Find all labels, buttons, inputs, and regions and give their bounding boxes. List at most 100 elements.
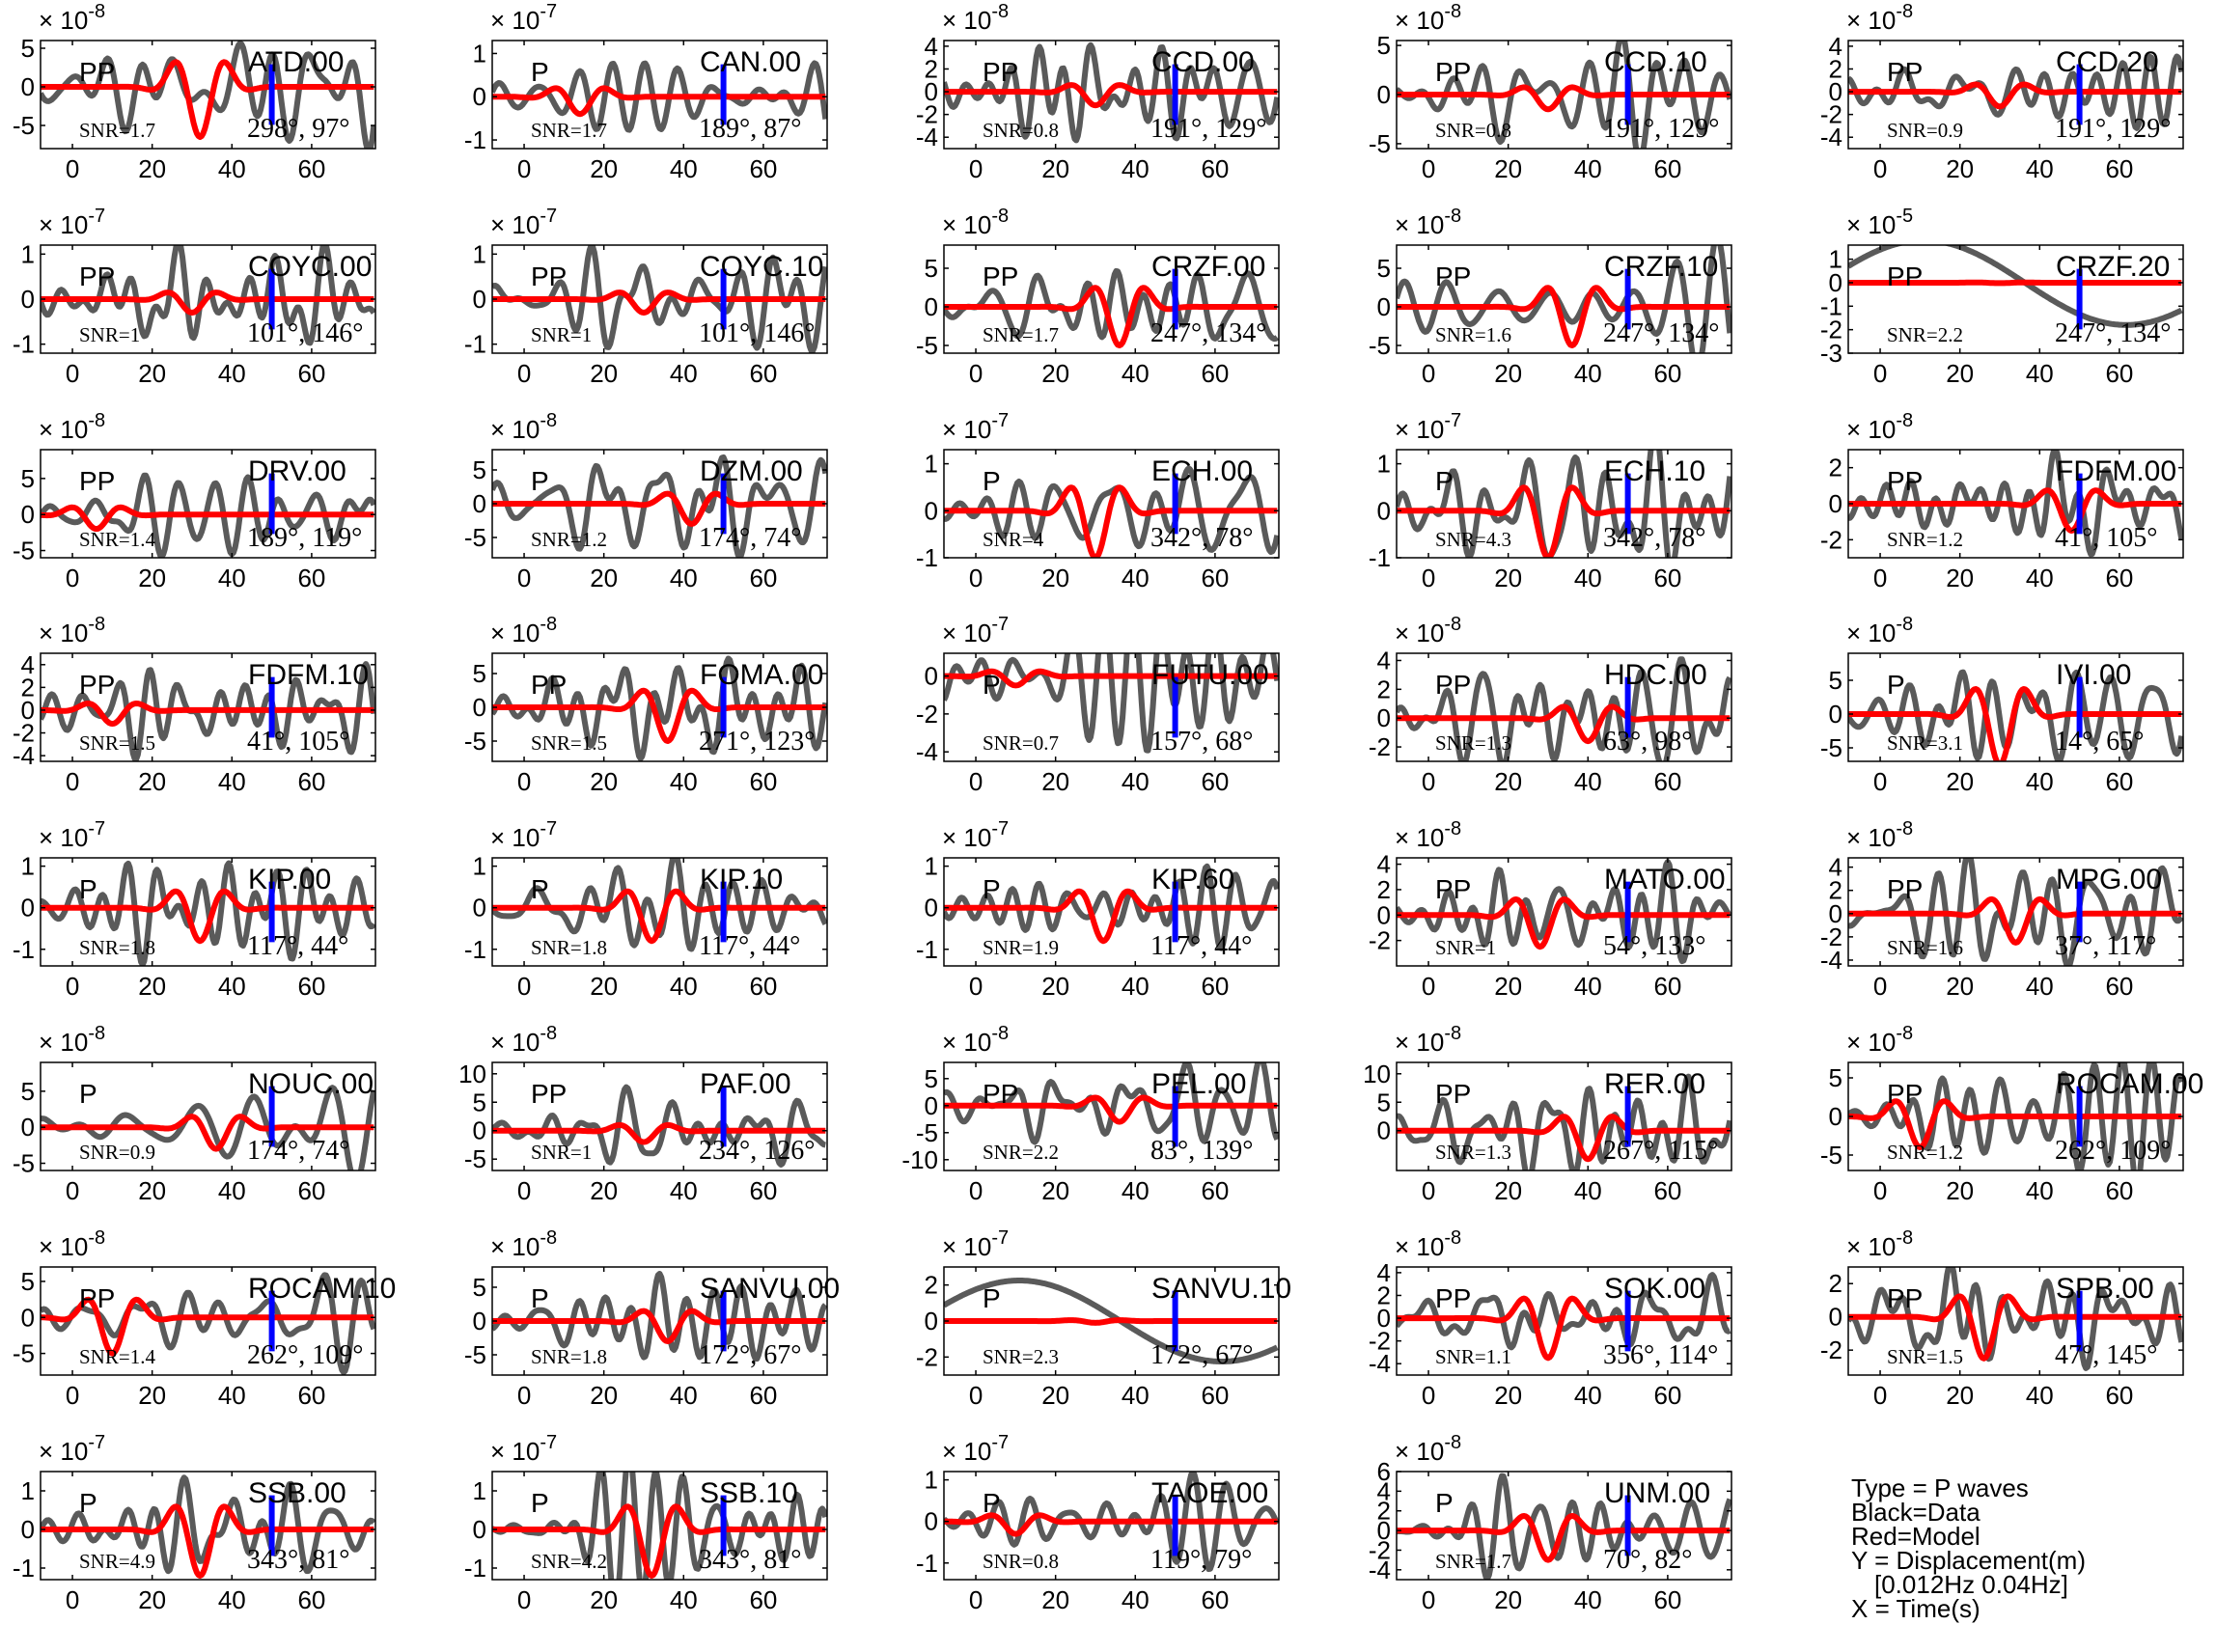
exponent-label: × 10-7 bbox=[39, 818, 105, 852]
angles-label: 342°, 78° bbox=[1150, 523, 1253, 553]
x-tick-label: 20 bbox=[590, 1585, 618, 1614]
model-trace bbox=[1848, 895, 2183, 946]
y-tick-label: 0 bbox=[21, 894, 35, 922]
axes-box bbox=[1847, 857, 2184, 967]
y-tick-label: -1 bbox=[464, 330, 486, 359]
y-tick-label: 0 bbox=[925, 662, 938, 691]
x-tick-label: 40 bbox=[1574, 154, 1602, 183]
station-label: ECH.00 bbox=[1151, 455, 1253, 487]
x-tick-label: 20 bbox=[138, 359, 166, 388]
y-tick-label: -1 bbox=[464, 1554, 486, 1583]
y-tick-label: 0 bbox=[473, 894, 486, 922]
trace-group bbox=[944, 1472, 1279, 1573]
x-tick-label: 20 bbox=[1946, 154, 1974, 183]
exponent-label: × 10-7 bbox=[942, 410, 1009, 444]
x-tick-label: 0 bbox=[1873, 154, 1887, 183]
y-tick-label: 5 bbox=[1377, 1088, 1391, 1116]
subplot-DZM.00: 0 20 40 60 -5 0 5× 10-8 P DZM.00 SNR=1.2 174°, 74° bbox=[464, 410, 828, 592]
model-trace bbox=[944, 1512, 1279, 1537]
data-trace bbox=[492, 1271, 827, 1362]
x-tick-label: 60 bbox=[2105, 1176, 2133, 1205]
y-tick-label: 0 bbox=[1377, 900, 1391, 929]
station-label: SPB.00 bbox=[2056, 1273, 2154, 1305]
x-tick-label: 20 bbox=[1946, 767, 1974, 796]
y-tick-label: 5 bbox=[21, 1267, 35, 1296]
station-label: CCD.00 bbox=[1151, 46, 1255, 78]
x-tick-label: 20 bbox=[1494, 359, 1522, 388]
x-tick-label: 40 bbox=[2026, 154, 2054, 183]
y-tick-label: 5 bbox=[1377, 254, 1391, 283]
y-tick-label: 4 bbox=[1377, 646, 1391, 675]
trace-group bbox=[1848, 669, 2183, 761]
phase-label: P bbox=[983, 1488, 1001, 1518]
angles-label: 119°, 79° bbox=[1150, 1545, 1252, 1575]
station-label: SSB.00 bbox=[248, 1477, 346, 1509]
exponent-label: × 10-8 bbox=[1846, 410, 1913, 444]
y-tick-label: -1 bbox=[1820, 291, 1842, 320]
axes-box bbox=[1847, 244, 2184, 354]
model-trace bbox=[41, 1114, 375, 1152]
model-trace bbox=[492, 888, 827, 945]
subplot-SANVU.10: 0 20 40 60 -2 0 2× 10-7 P SANVU.10 SNR=2.3 172°, 6… bbox=[916, 1227, 1291, 1410]
y-tick-label: -2 bbox=[1820, 316, 1842, 344]
x-tick-label: 40 bbox=[1122, 564, 1150, 592]
legend-x: X = Time(s) bbox=[1851, 1594, 1981, 1623]
subplot-KIP.10: 0 20 40 60 -1 0 1× 10-7 P KIP.10 SNR=1.8 117°, 44° bbox=[464, 818, 828, 1001]
trace-group bbox=[1848, 245, 2183, 328]
trace-group bbox=[944, 1062, 1279, 1145]
angles-label: 356°, 114° bbox=[1603, 1340, 1718, 1370]
x-tick-label: 0 bbox=[1422, 154, 1435, 183]
y-tick-label: 4 bbox=[21, 650, 35, 679]
x-tick-label: 20 bbox=[1494, 1585, 1522, 1614]
x-tick-label: 40 bbox=[670, 154, 698, 183]
subplot-SSB.10: 0 20 40 60 -1 0 1× 10-7 P SSB.10 SNR=4.2 343°, 81° bbox=[464, 1432, 828, 1614]
angles-label: 191°, 129° bbox=[2055, 114, 2171, 144]
angles-label: 343°, 81° bbox=[247, 1545, 349, 1575]
angles-label: 262°, 109° bbox=[247, 1340, 363, 1370]
axes-box bbox=[943, 1061, 1280, 1171]
subplot-ROCAM.10: 0 20 40 60 -5 0 5× 10-8 PP ROCAM.10 SNR=1.4 262°, … bbox=[13, 1227, 397, 1410]
snr-label: SNR=1 bbox=[79, 323, 140, 346]
phase-label: P bbox=[983, 874, 1001, 904]
station-label: PAF.00 bbox=[700, 1068, 791, 1100]
x-tick-label: 20 bbox=[1946, 359, 1974, 388]
trace-group bbox=[41, 472, 375, 558]
snr-label: SNR=4.2 bbox=[531, 1550, 607, 1573]
snr-label: SNR=4 bbox=[983, 528, 1044, 551]
phase-label: PP bbox=[531, 670, 567, 700]
y-tick-label: -2 bbox=[1369, 1327, 1391, 1356]
y-tick-label: -5 bbox=[464, 1144, 486, 1173]
x-tick-label: 20 bbox=[590, 972, 618, 1001]
phase-label: P bbox=[531, 1283, 549, 1313]
y-tick-label: 0 bbox=[1829, 77, 1842, 106]
axes-box bbox=[1396, 1471, 1732, 1581]
model-trace bbox=[944, 484, 1279, 558]
snr-label: SNR=0.8 bbox=[983, 1550, 1059, 1573]
trace-group bbox=[1848, 450, 2183, 558]
x-tick-label: 0 bbox=[969, 359, 983, 388]
y-tick-label: 4 bbox=[925, 32, 938, 61]
exponent-label: × 10-8 bbox=[1395, 818, 1461, 852]
y-tick-label: 0 bbox=[21, 1515, 35, 1544]
x-tick-label: 0 bbox=[1422, 1176, 1435, 1205]
station-label: CAN.00 bbox=[700, 46, 801, 78]
data-trace bbox=[944, 863, 1279, 951]
phase-label: PP bbox=[1435, 670, 1471, 700]
snr-label: SNR=1.2 bbox=[1887, 528, 1963, 551]
snr-label: SNR=1.7 bbox=[531, 119, 607, 142]
y-tick-label: 0 bbox=[21, 285, 35, 314]
model-trace bbox=[1397, 1295, 1731, 1362]
y-tick-label: 0 bbox=[21, 72, 35, 101]
x-tick-label: 40 bbox=[2026, 1176, 2054, 1205]
x-tick-label: 40 bbox=[670, 564, 698, 592]
data-trace bbox=[1848, 1062, 2183, 1170]
phase-label: PP bbox=[983, 1079, 1018, 1109]
angles-label: 247°, 134° bbox=[1603, 318, 1719, 348]
x-tick-label: 40 bbox=[1574, 1176, 1602, 1205]
subplot-NOUC.00: 0 20 40 60 -5 0 5× 10-8 P NOUC.00 SNR=0.9 174°, 74… bbox=[13, 1023, 376, 1205]
trace-group bbox=[492, 454, 827, 558]
y-tick-label: -5 bbox=[464, 1340, 486, 1369]
x-tick-label: 40 bbox=[218, 972, 246, 1001]
snr-label: SNR=1.9 bbox=[983, 936, 1059, 959]
